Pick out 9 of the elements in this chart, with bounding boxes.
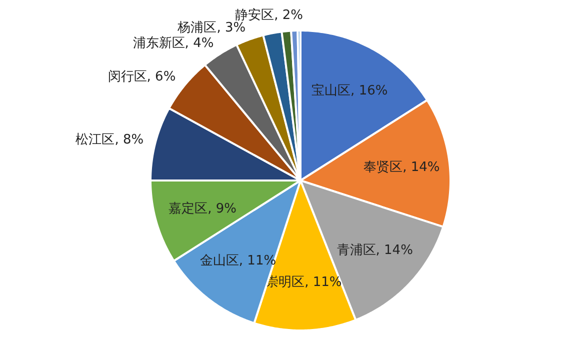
slice-label: 杨浦区, 3% [176, 20, 246, 36]
slice-label: 青浦区, 14% [336, 242, 413, 258]
slice-label: 奉贤区, 14% [364, 160, 440, 176]
slice-label: 浦东新区, 4% [132, 36, 214, 52]
slice-label: 松江区, 8% [76, 132, 144, 148]
slice-label: 闵行区, 6% [108, 70, 176, 85]
slice-label: 宝山区, 16% [312, 82, 388, 99]
slice-label: 静安区, 2% [235, 6, 303, 23]
slice-label: 嘉定区, 9% [168, 201, 236, 216]
